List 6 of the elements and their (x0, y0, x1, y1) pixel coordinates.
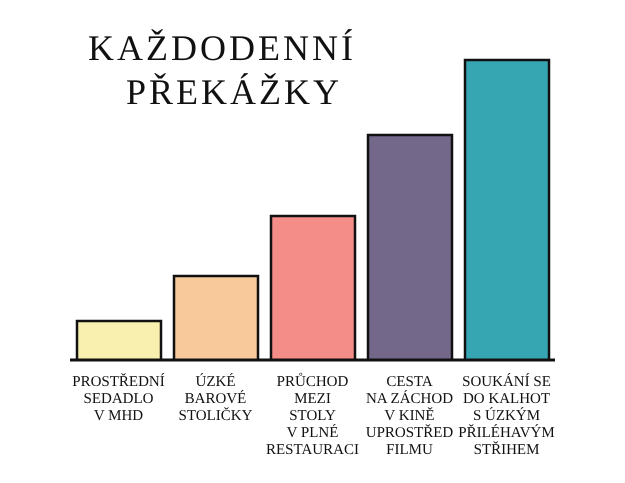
x-tick-label: ÚZKÉ BAROVÉ STOLIČKY (178, 373, 253, 424)
chart-title: KAŽDODENNÍ PŘEKÁŽKY (88, 27, 356, 114)
x-tick-label: PRŮCHOD MEZI STOLY V PLNÉ RESTAURACI (266, 372, 359, 458)
x-tick-label: PROSTŘEDNÍ SEDADLO V MHD (72, 373, 165, 424)
x-tick-label: CESTA NA ZÁCHOD V KINĚ UPROSTŘED FILMU (366, 374, 454, 458)
x-tick-label: SOUKÁNÍ SE DO KALHOT S ÚZKÝM PŘILÉHAVÝM STŘIHEM (458, 373, 555, 458)
